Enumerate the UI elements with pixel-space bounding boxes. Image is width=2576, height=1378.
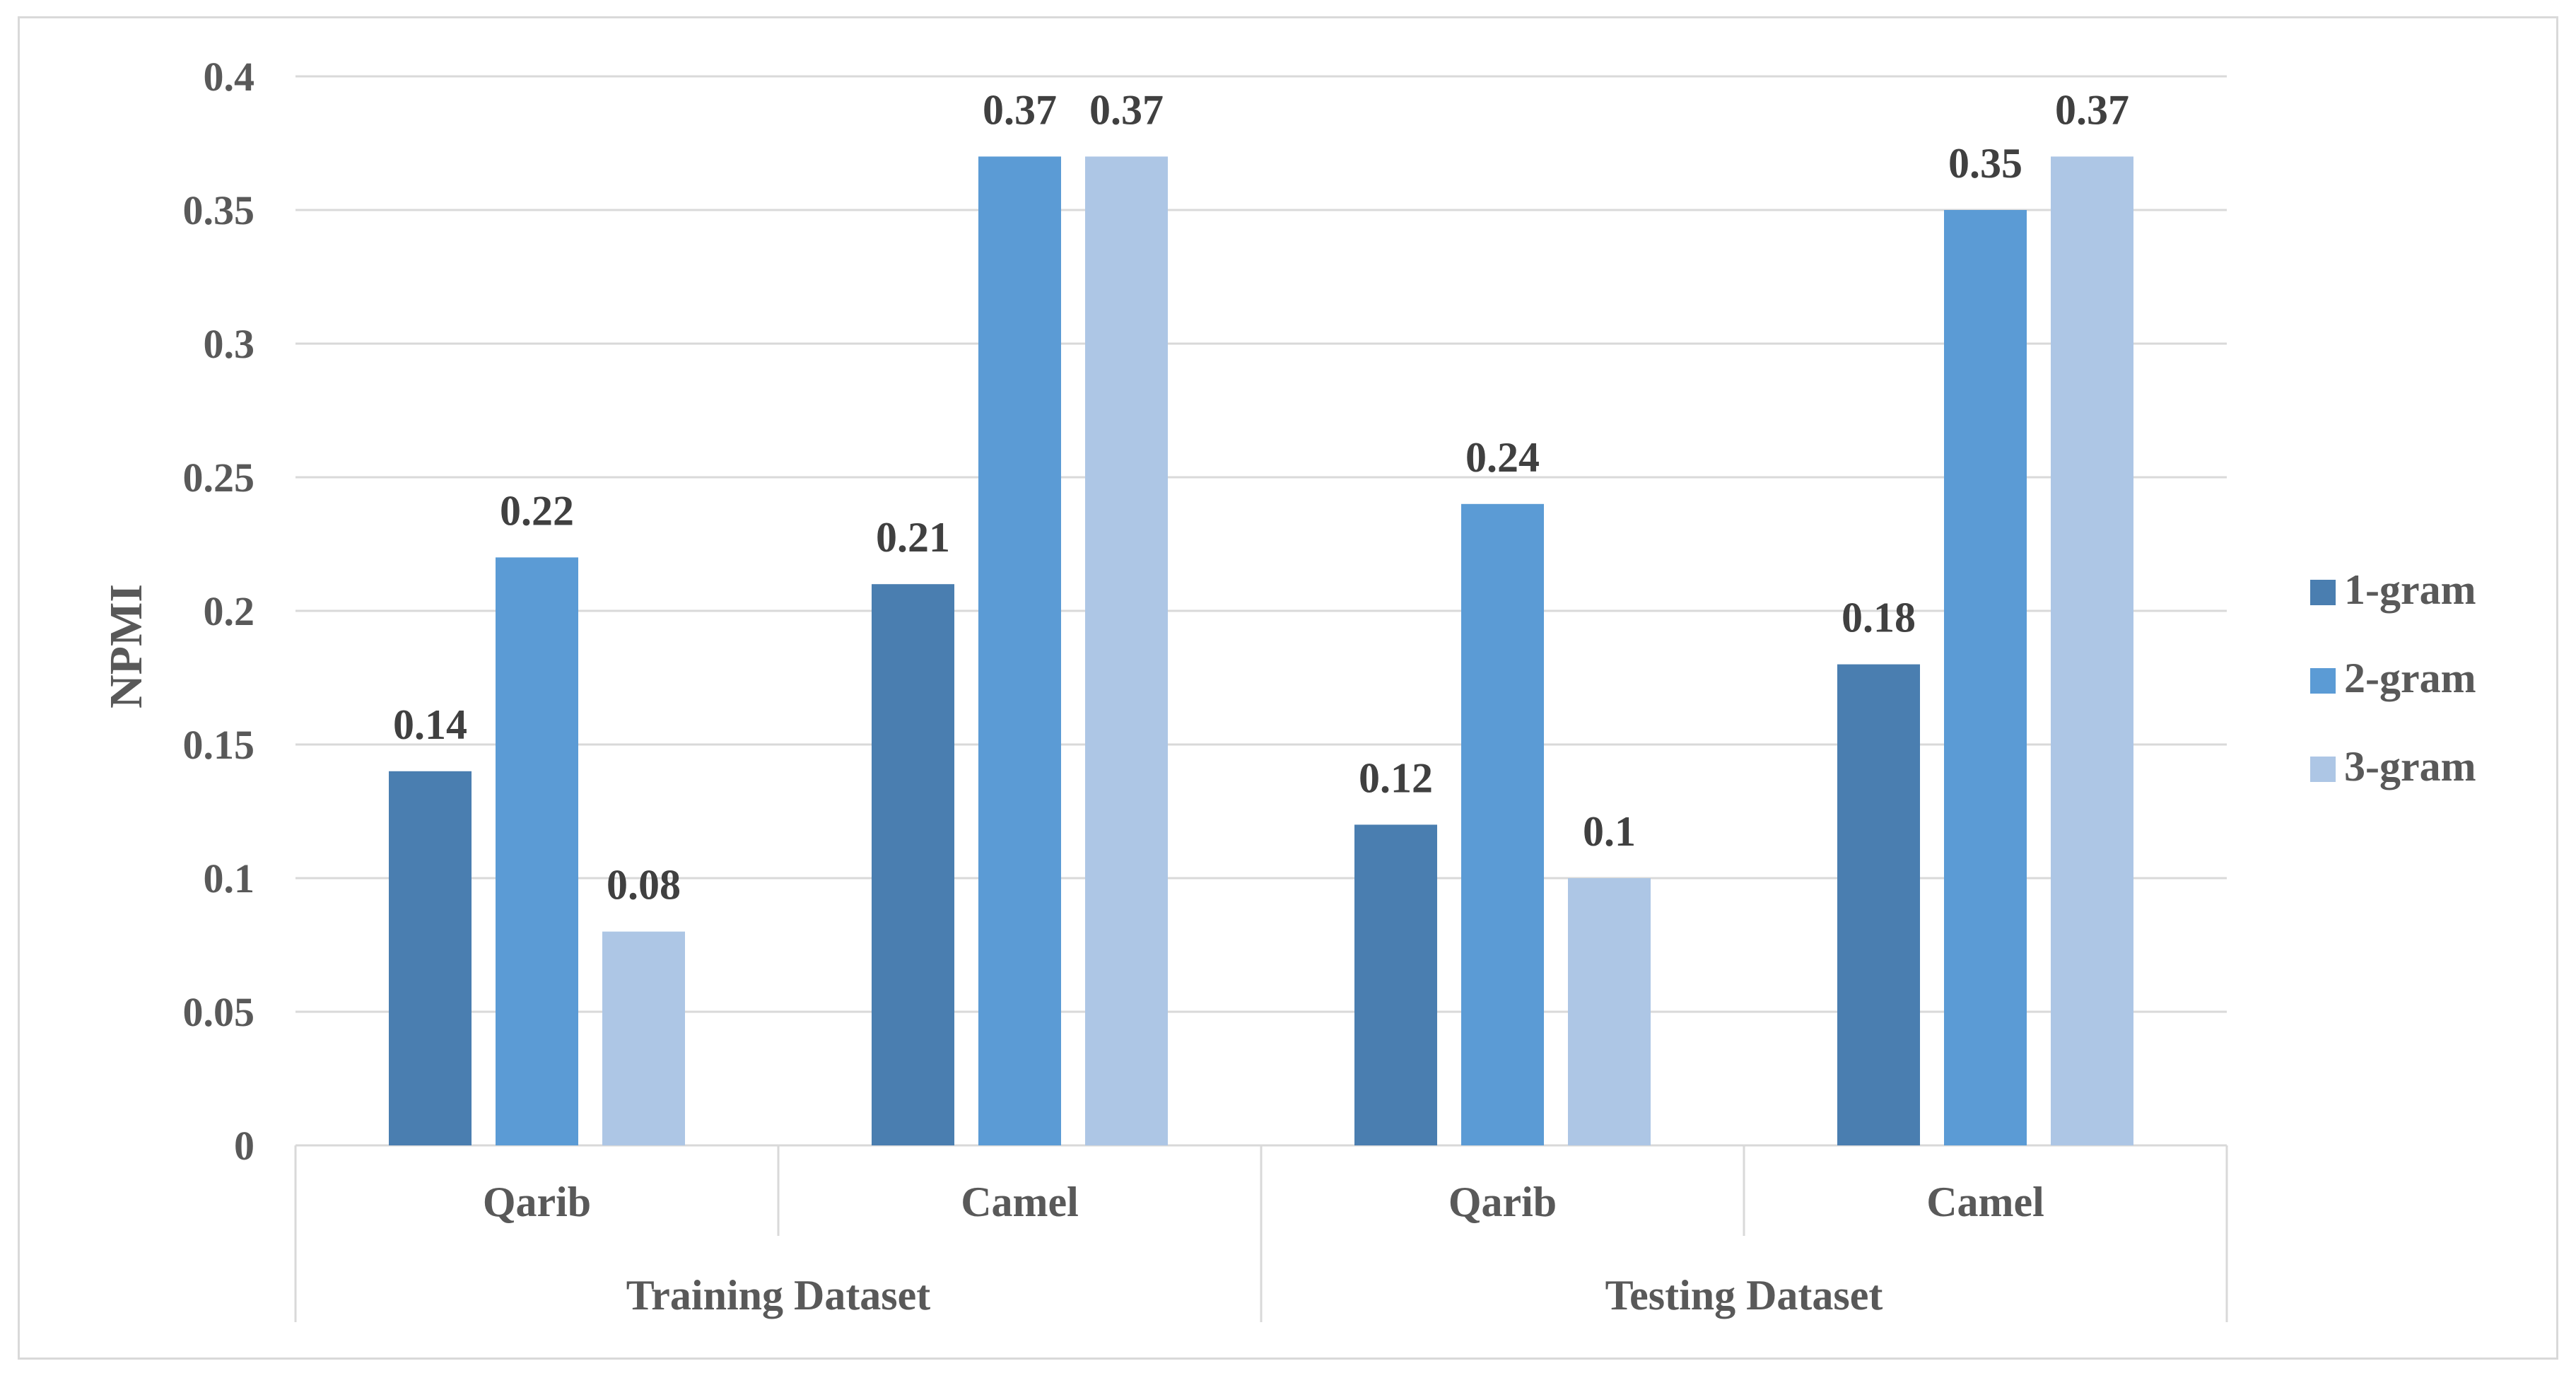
category-label: Qarib — [1448, 1179, 1557, 1225]
group-label: Training Dataset — [626, 1272, 931, 1319]
y-tick-label: 0.35 — [183, 187, 255, 233]
category-label: Camel — [961, 1179, 1079, 1225]
y-tick-label: 0.1 — [204, 856, 255, 901]
bar-2-gram-qarib — [1461, 503, 1544, 1145]
bar-1-gram-camel — [1837, 664, 1920, 1145]
bar-2-gram-qarib — [496, 557, 578, 1145]
y-axis-title: NPMI — [100, 584, 152, 708]
data-label: 0.21 — [876, 514, 950, 561]
data-label: 0.12 — [1359, 754, 1433, 801]
legend-swatch-1-gram — [2310, 580, 2336, 605]
bar-3-gram-camel — [1085, 156, 1168, 1145]
category-label: Qarib — [483, 1179, 591, 1225]
group-label: Testing Dataset — [1605, 1272, 1883, 1319]
data-label: 0.35 — [1948, 140, 2022, 187]
bar-2-gram-camel — [978, 156, 1061, 1145]
bar-2-gram-camel — [1944, 210, 2027, 1145]
y-tick-label: 0.25 — [183, 455, 255, 501]
bar-1-gram-qarib — [1354, 824, 1437, 1145]
data-label: 0.1 — [1583, 808, 1636, 855]
data-label: 0.24 — [1465, 434, 1540, 481]
bar-3-gram-camel — [2051, 156, 2133, 1145]
category-label: Camel — [1926, 1179, 2044, 1225]
data-label: 0.08 — [607, 862, 681, 909]
data-label: 0.14 — [393, 701, 467, 748]
data-label: 0.18 — [1842, 595, 1916, 641]
legend-label-3-gram: 3-gram — [2344, 743, 2476, 790]
y-tick-label: 0.2 — [204, 588, 255, 634]
bar-1-gram-qarib — [389, 771, 472, 1145]
data-label: 0.37 — [1089, 86, 1164, 133]
y-tick-label: 0.3 — [204, 321, 255, 367]
y-tick-label: 0.15 — [183, 722, 255, 768]
legend-swatch-3-gram — [2310, 757, 2336, 782]
bar-3-gram-qarib — [602, 931, 685, 1145]
data-label: 0.37 — [983, 86, 1057, 133]
legend-swatch-2-gram — [2310, 668, 2336, 694]
legend-label-2-gram: 2-gram — [2344, 655, 2476, 701]
bar-1-gram-camel — [872, 584, 954, 1145]
bar-3-gram-qarib — [1568, 878, 1651, 1145]
legend-label-1-gram: 1-gram — [2344, 566, 2476, 613]
y-tick-label: 0.4 — [204, 54, 255, 100]
data-label: 0.22 — [500, 487, 574, 534]
y-tick-label: 0.05 — [183, 989, 255, 1035]
y-tick-label: 0 — [234, 1123, 254, 1169]
data-label: 0.37 — [2055, 86, 2129, 133]
